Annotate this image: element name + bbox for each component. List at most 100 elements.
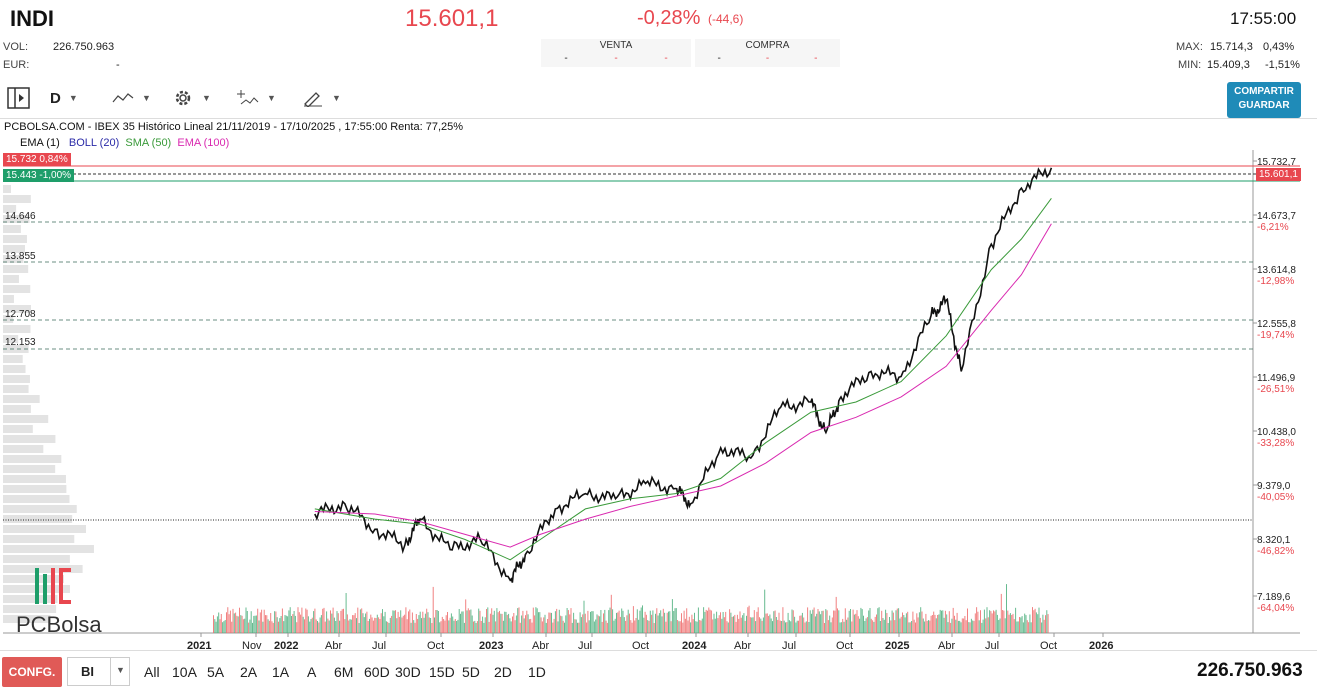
sidebar-toggle-button[interactable] — [6, 86, 32, 110]
sell-cell: - — [664, 53, 668, 64]
timeframe-6m[interactable]: 6M — [334, 664, 354, 680]
volume-bar — [1041, 622, 1043, 633]
timeframe-2a[interactable]: 2A — [240, 664, 258, 680]
volume-bar — [632, 606, 634, 633]
volume-bar — [348, 620, 350, 633]
volume-bar — [586, 622, 588, 633]
volume-bar — [231, 621, 233, 633]
volume-bar — [649, 610, 651, 633]
sell-cell: - — [614, 53, 618, 64]
volume-bar — [701, 618, 703, 633]
volume-bar — [847, 617, 849, 633]
volume-bar — [391, 615, 393, 633]
buy-cell: - — [765, 53, 770, 64]
volume-bar — [495, 621, 497, 633]
timeframe-a[interactable]: A — [307, 664, 317, 680]
volume-bar — [726, 621, 728, 633]
volume-bar — [319, 617, 321, 633]
volume-bar — [353, 615, 355, 633]
mode-select[interactable]: BI ▼ — [67, 657, 130, 686]
volume-bar — [902, 612, 903, 633]
volume-bar — [554, 611, 556, 633]
volume-bar — [803, 617, 805, 633]
volume-bar — [272, 622, 274, 633]
volume-bar — [851, 621, 853, 633]
timeframe-60d[interactable]: 60D — [364, 664, 390, 680]
volume-bar — [830, 622, 832, 633]
price-chart[interactable]: 15.732,7 14.673,7-6,21% 13.614,8-12,98% 12.… — [0, 150, 1317, 655]
volume-bar — [825, 609, 827, 633]
volume-bar — [839, 622, 841, 633]
volume-bar — [921, 611, 923, 633]
timeframe-2d[interactable]: 2D — [494, 664, 512, 680]
draw-tools-button[interactable]: ▼ — [302, 86, 341, 110]
volume-bar — [582, 614, 584, 633]
volume-bar — [657, 615, 659, 633]
volume-bar — [744, 620, 746, 633]
timeframe-5a[interactable]: 5A — [207, 664, 225, 680]
volume-profile-bar — [3, 535, 75, 543]
volume-bar — [981, 622, 983, 633]
volume-bar — [232, 608, 234, 633]
timeframe-1d[interactable]: 1D — [528, 664, 546, 680]
volume-bar — [967, 608, 968, 633]
legend-boll[interactable]: BOLL (20) — [68, 137, 120, 149]
y-tick-label: 15.732,7 — [1257, 157, 1296, 168]
legend-sma[interactable]: SMA (50) — [125, 137, 172, 149]
config-button[interactable]: CONFG. — [2, 657, 62, 687]
timeframe-all[interactable]: All — [144, 664, 160, 680]
volume-bar — [665, 621, 667, 633]
chart-type-button[interactable]: ▼ — [112, 86, 151, 110]
settings-button[interactable]: ▼ — [172, 86, 211, 110]
volume-bar — [869, 608, 871, 633]
timeframe-30d[interactable]: 30D — [395, 664, 421, 680]
volume-bar — [283, 621, 285, 633]
y-tick-label: 11.496,9 — [1257, 373, 1296, 384]
volume-bar — [276, 617, 278, 633]
volume-bar — [557, 621, 559, 633]
volume-bar — [380, 613, 382, 633]
timeframe-10a[interactable]: 10A — [172, 664, 197, 680]
volume-bar — [970, 618, 972, 633]
volume-bar — [534, 615, 536, 633]
volume-bar — [270, 613, 272, 633]
volume-bar — [708, 607, 710, 633]
bottom-divider — [0, 650, 1317, 651]
volume-profile-bar — [3, 575, 64, 583]
volume-bar — [670, 621, 672, 633]
volume-profile-bar — [3, 445, 44, 453]
volume-bar — [603, 613, 604, 633]
indicators-button[interactable]: ▼ — [237, 86, 276, 110]
chevron-down-icon: ▼ — [267, 93, 276, 103]
volume-bar — [974, 613, 976, 633]
volume-bar — [224, 620, 226, 633]
volume-bar — [332, 607, 334, 633]
timeframe-1a[interactable]: 1A — [272, 664, 290, 680]
volume-bar — [916, 613, 918, 633]
volume-bar — [548, 612, 550, 633]
x-tick-label: Nov — [242, 640, 262, 652]
x-tick-label: 2023 — [479, 640, 503, 652]
share-save-button[interactable]: COMPARTIR GUARDAR — [1227, 82, 1301, 118]
period-selector[interactable]: D ▼ — [50, 86, 78, 110]
volume-bar — [712, 619, 714, 633]
volume-bar — [345, 593, 347, 633]
timeframe-5d[interactable]: 5D — [462, 664, 480, 680]
volume-bar — [1026, 620, 1028, 633]
volume-profile-bar — [3, 335, 19, 343]
volume-profile-bar — [3, 545, 94, 553]
volume-bar — [1042, 614, 1044, 633]
legend-ema1[interactable]: EMA (1) — [20, 137, 60, 149]
volume-bar — [947, 622, 949, 633]
volume-bar — [350, 619, 352, 633]
timeframe-15d[interactable]: 15D — [429, 664, 455, 680]
volume-bar — [596, 614, 598, 633]
volume-bar — [457, 619, 459, 633]
volume-bar — [343, 608, 344, 633]
volume-bar — [306, 609, 308, 633]
volume-bar — [302, 616, 304, 633]
volume-bar — [341, 609, 343, 633]
legend-ema100[interactable]: EMA (100) — [177, 137, 230, 149]
volume-bar — [860, 607, 862, 633]
volume-bar — [756, 611, 758, 633]
